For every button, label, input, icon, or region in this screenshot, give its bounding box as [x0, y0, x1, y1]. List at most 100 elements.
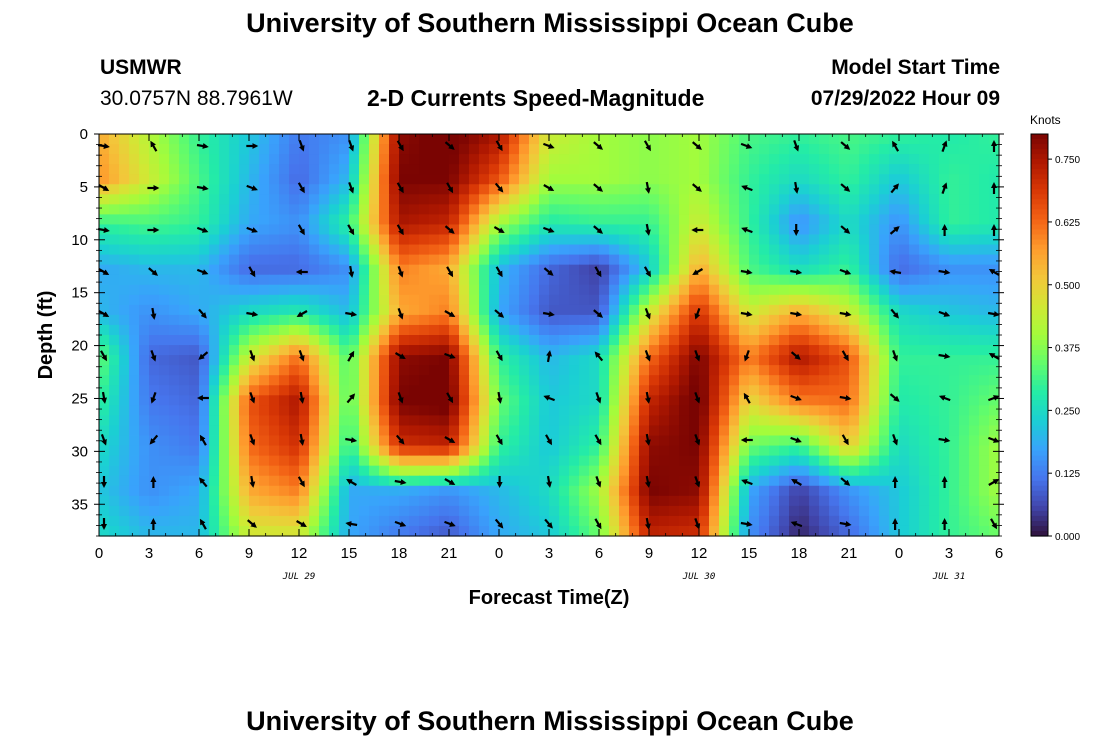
heatmap-cell [209, 345, 220, 356]
heatmap-cell [129, 154, 140, 165]
heatmap-cell [939, 304, 950, 316]
heatmap-cell [989, 194, 1000, 205]
heatmap-cell [749, 134, 760, 145]
heatmap-cell [629, 345, 640, 356]
heatmap-cell [169, 164, 180, 175]
heatmap-cell [639, 415, 650, 427]
heatmap-cell [479, 184, 490, 195]
heatmap-cell [269, 294, 280, 306]
heatmap-cell [399, 505, 410, 517]
heatmap-cell [329, 505, 340, 517]
heatmap-cell [689, 134, 700, 145]
heatmap-cell [729, 134, 740, 145]
heatmap-cell [949, 435, 960, 447]
current-vector [644, 433, 651, 446]
heatmap-cell [219, 294, 230, 306]
heatmap-cell [759, 324, 770, 336]
heatmap-cell [839, 395, 850, 406]
heatmap-cell [499, 184, 510, 195]
heatmap-cell [569, 495, 580, 507]
heatmap-cell [779, 314, 790, 326]
heatmap-cell [909, 154, 920, 165]
heatmap-cell [109, 324, 120, 336]
heatmap-cell [389, 324, 400, 336]
heatmap-cell [619, 425, 630, 437]
heatmap-cell [689, 194, 700, 205]
heatmap-cell [739, 445, 750, 457]
heatmap-cell [299, 194, 310, 205]
heatmap-cell [139, 284, 150, 296]
heatmap-cell [819, 425, 830, 437]
heatmap-cell [839, 214, 850, 226]
heatmap-cell [129, 314, 140, 326]
heatmap-cell [189, 505, 200, 517]
heatmap-cell [249, 445, 260, 457]
heatmap-cell [849, 274, 860, 286]
heatmap-cell [899, 525, 910, 537]
heatmap-cell [309, 485, 320, 497]
heatmap-cell [889, 415, 900, 427]
heatmap-cell [879, 345, 890, 356]
heatmap-cell [399, 144, 410, 155]
heatmap-cell [429, 465, 440, 477]
heatmap-cell [369, 284, 380, 296]
heatmap-cell [959, 294, 970, 306]
heatmap-cell [829, 174, 840, 185]
heatmap-cell [609, 154, 620, 165]
heatmap-cell [359, 284, 370, 296]
heatmap-cell [369, 455, 380, 467]
current-vector [494, 182, 504, 193]
heatmap-cell [179, 455, 190, 467]
heatmap-cell [729, 395, 740, 406]
heatmap-cell [539, 505, 550, 517]
heatmap-cell [239, 505, 250, 517]
heatmap-cell [979, 445, 990, 457]
heatmap-cell [599, 294, 610, 306]
heatmap-cell [899, 365, 910, 376]
heatmap-cell [239, 134, 250, 145]
heatmap-cell [289, 415, 300, 427]
heatmap-cell [269, 365, 280, 376]
heatmap-cell [689, 164, 700, 175]
current-vector [988, 479, 1000, 486]
heatmap-cell [609, 385, 620, 396]
heatmap-cell [179, 284, 190, 296]
heatmap-cell [899, 284, 910, 296]
heatmap-cell [669, 335, 680, 346]
heatmap-cell [109, 224, 120, 236]
heatmap-cell [729, 495, 740, 507]
heatmap-cell [579, 154, 590, 165]
heatmap-cell [799, 224, 810, 236]
heatmap-cell [239, 284, 250, 296]
heatmap-cell [649, 385, 660, 396]
heatmap-cell [799, 495, 810, 507]
heatmap-cell [939, 274, 950, 286]
heatmap-cell [709, 455, 720, 467]
heatmap-cell [259, 144, 270, 155]
heatmap-cell [849, 455, 860, 467]
heatmap-cell [939, 415, 950, 427]
heatmap-cell [349, 194, 360, 205]
heatmap-cell [959, 455, 970, 467]
heatmap-cell [499, 254, 510, 266]
heatmap-cell [739, 174, 750, 185]
heatmap-cell [879, 445, 890, 457]
heatmap-cell [139, 385, 150, 396]
heatmap-cell [529, 495, 540, 507]
heatmap-cell [189, 324, 200, 336]
heatmap-cell [959, 495, 970, 507]
heatmap-cell [759, 164, 770, 175]
heatmap-cell [669, 415, 680, 427]
heatmap-cell [719, 274, 730, 286]
heatmap-cell [809, 284, 820, 296]
heatmap-cell [829, 365, 840, 376]
heatmap-cell [899, 294, 910, 306]
heatmap-cell [879, 284, 890, 296]
heatmap-cell [439, 465, 450, 477]
colorbar-swatch [1031, 329, 1048, 336]
heatmap-cell [789, 365, 800, 376]
heatmap-cell [599, 495, 610, 507]
heatmap-cell [489, 395, 500, 406]
heatmap-cell [989, 485, 1000, 497]
heatmap-cell [709, 505, 720, 517]
